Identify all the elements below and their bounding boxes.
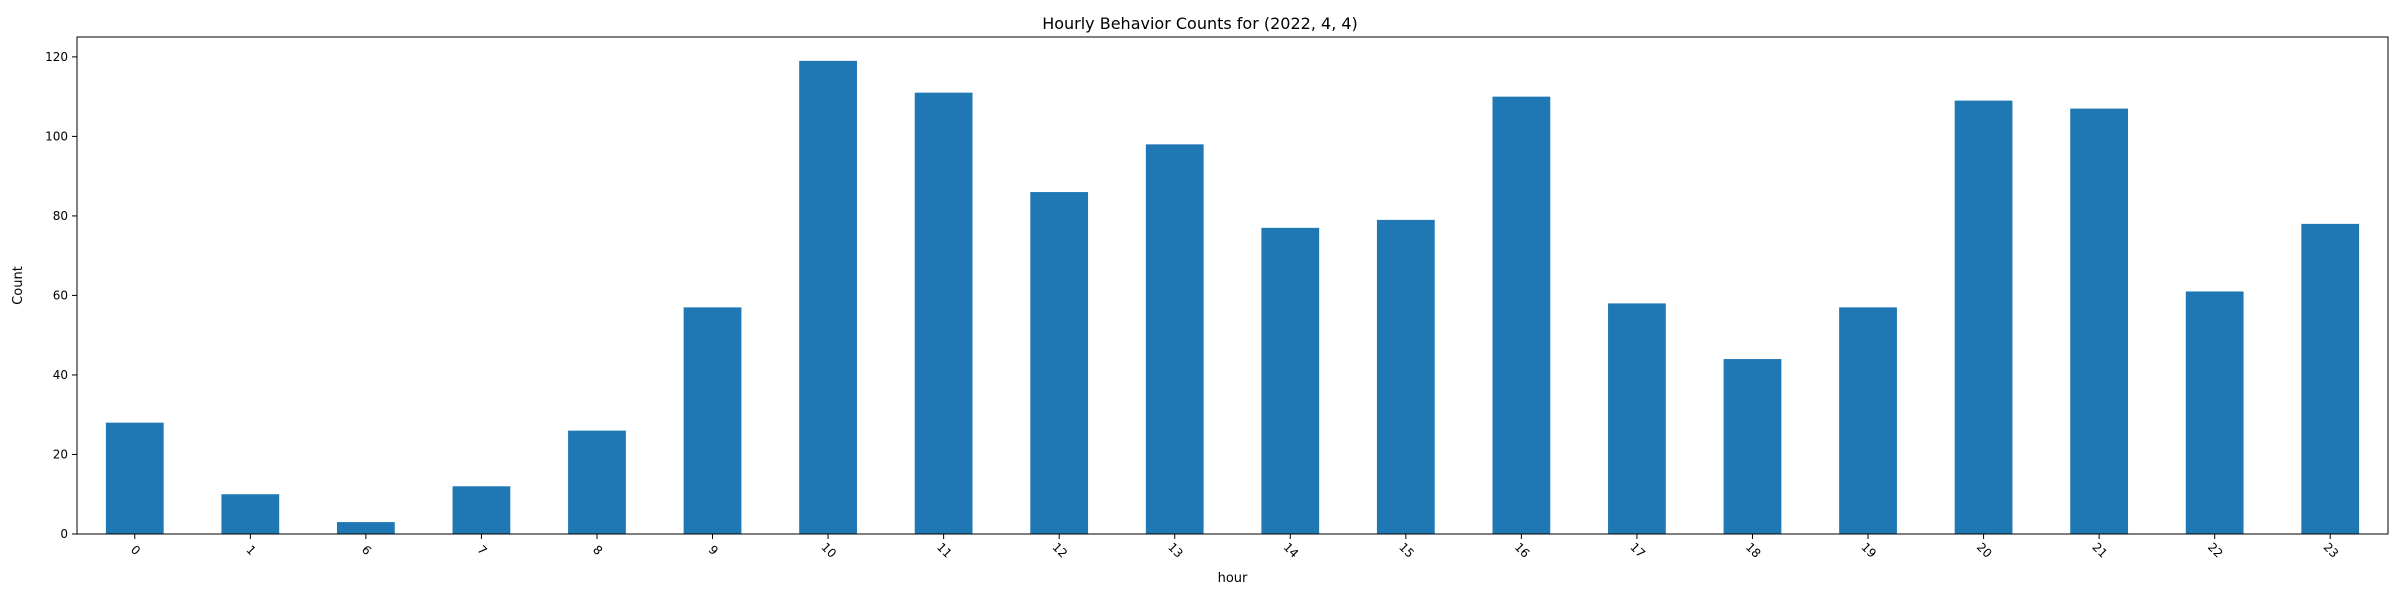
bar-19	[1839, 307, 1897, 534]
bar-17	[1608, 303, 1666, 534]
bar-15	[1376, 219, 1435, 534]
bar-13	[1145, 144, 1204, 535]
bar-6	[336, 522, 395, 534]
bar-20	[1954, 100, 2013, 534]
y-tick-label: 0	[60, 527, 68, 541]
x-axis-label: hour	[1218, 571, 1248, 586]
y-tick-label: 80	[53, 209, 68, 223]
y-tick-label: 60	[53, 288, 68, 302]
y-tick-label: 40	[53, 368, 68, 382]
x-tick-label: 18	[1743, 540, 1764, 561]
bar-9	[683, 307, 742, 534]
x-tick-label: 12	[1050, 540, 1071, 561]
y-tick-label: 120	[45, 50, 68, 64]
x-tick-label: 9	[706, 543, 721, 558]
x-tick-label: 6	[359, 543, 374, 558]
y-axis: 0 20 40 60 80 100 120	[45, 50, 77, 541]
bar-23	[2301, 223, 2360, 534]
x-axis: 0 1 6 7 8 9 10 11 12 13 14 15 16 17 18 19 20 21 22 23	[128, 534, 2341, 561]
bar-16	[1492, 96, 1551, 534]
y-tick-label: 20	[53, 447, 68, 461]
x-tick-label: 13	[1165, 540, 1186, 561]
bar-1	[221, 494, 280, 534]
bars-group	[105, 60, 2360, 535]
x-tick-label: 8	[590, 543, 605, 558]
x-tick-label: 10	[818, 540, 839, 561]
bar-21	[2070, 108, 2129, 535]
bar-11	[914, 92, 973, 534]
x-tick-label: 14	[1281, 540, 1302, 561]
x-tick-label: 7	[474, 543, 489, 558]
bar-12	[1030, 192, 1089, 534]
x-tick-label: 23	[2321, 540, 2342, 561]
x-tick-label: 15	[1396, 540, 1417, 561]
x-tick-label: 20	[1974, 540, 1995, 561]
y-tick-label: 100	[45, 129, 68, 143]
x-tick-label: 17	[1627, 540, 1648, 561]
bar-14	[1261, 227, 1320, 534]
x-tick-label: 16	[1512, 540, 1533, 561]
bar-22	[2185, 291, 2244, 534]
x-tick-label: 19	[1858, 540, 1879, 561]
chart-title: Hourly Behavior Counts for (2022, 4, 4)	[1042, 14, 1358, 33]
x-tick-label: 0	[128, 543, 143, 558]
bar-7	[452, 486, 511, 534]
x-tick-label: 1	[243, 543, 258, 558]
bar-10	[799, 60, 857, 535]
x-tick-label: 11	[934, 540, 955, 561]
bar-0	[105, 422, 164, 534]
x-tick-label: 22	[2205, 540, 2226, 561]
bar-8	[568, 430, 626, 534]
y-axis-label: Count	[11, 266, 26, 305]
bar-18	[1723, 359, 1782, 534]
plot-frame	[76, 36, 2389, 535]
x-tick-label: 21	[2089, 540, 2110, 561]
